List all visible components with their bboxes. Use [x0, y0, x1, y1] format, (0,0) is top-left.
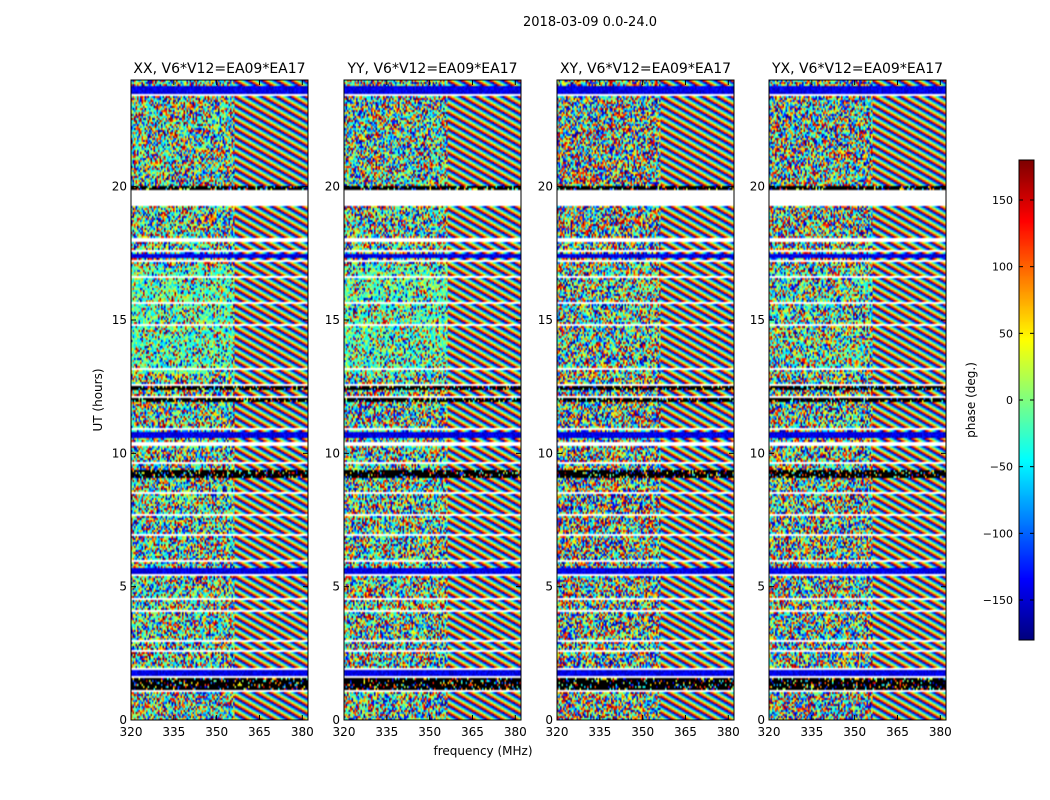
x-tick-label: 335 [588, 725, 611, 739]
panel-title: YX, V6*V12=EA09*EA17 [771, 61, 943, 77]
colorbar-label: phase (deg.) [964, 362, 978, 438]
y-tick-label: 5 [757, 580, 765, 594]
x-tick-label: 365 [886, 725, 909, 739]
colorbar-tick-label: −100 [983, 527, 1013, 540]
x-tick-label: 365 [674, 725, 697, 739]
x-tick-label: 320 [758, 725, 781, 739]
phase-waterfall [557, 80, 734, 720]
x-tick-label: 380 [929, 725, 952, 739]
y-axis-label: UT (hours) [91, 368, 105, 431]
y-tick-label: 15 [112, 313, 127, 327]
y-tick-label: 5 [332, 580, 340, 594]
y-tick-label: 5 [119, 580, 127, 594]
y-tick-label: 15 [538, 313, 553, 327]
panel-1: YY, V6*V12=EA09*EA17 320 335 350 365 380 0 5 10 1… [325, 61, 527, 739]
y-tick-label: 0 [119, 713, 127, 727]
x-tick-label: 365 [248, 725, 271, 739]
phase-waterfall [344, 80, 521, 720]
x-tick-label: 350 [843, 725, 866, 739]
y-tick-label: 20 [325, 180, 340, 194]
colorbar: 150 100 50 0 −50 −100 −150 phase (deg.) [964, 159, 1035, 641]
panel-2: XY, V6*V12=EA09*EA17 320 335 350 365 380 0 5 10 1… [538, 61, 740, 739]
y-tick-label: 0 [545, 713, 553, 727]
panel-title: YY, V6*V12=EA09*EA17 [346, 61, 517, 77]
x-tick-label: 335 [800, 725, 823, 739]
y-tick-label: 15 [750, 313, 765, 327]
colorbar-tick-label: 50 [999, 327, 1013, 340]
y-tick-label: 5 [545, 580, 553, 594]
colorbar-tick-label: −150 [983, 594, 1013, 607]
panel-title: XY, V6*V12=EA09*EA17 [560, 61, 731, 77]
x-tick-label: 380 [504, 725, 527, 739]
x-tick-label: 320 [333, 725, 356, 739]
colorbar-tick-label: 150 [992, 194, 1013, 207]
colorbar-gradient [1019, 160, 1034, 640]
figure-title: 2018-03-09 0.0-24.0 [523, 15, 657, 30]
x-tick-label: 380 [717, 725, 740, 739]
y-tick-label: 10 [750, 446, 765, 460]
x-tick-label: 365 [461, 725, 484, 739]
y-tick-label: 10 [325, 446, 340, 460]
panel-frame [768, 79, 947, 721]
panel-frame [343, 79, 522, 721]
panel-frame [130, 79, 309, 721]
x-tick-label: 350 [418, 725, 441, 739]
x-tick-label: 320 [120, 725, 143, 739]
x-tick-label: 335 [375, 725, 398, 739]
y-tick-label: 0 [332, 713, 340, 727]
colorbar-tick-label: −50 [990, 461, 1013, 474]
colorbar-tick-label: 100 [992, 261, 1013, 274]
y-tick-label: 10 [538, 446, 553, 460]
y-tick-label: 0 [757, 713, 765, 727]
y-tick-label: 20 [112, 180, 127, 194]
y-tick-label: 20 [750, 180, 765, 194]
panel-frame [556, 79, 735, 721]
x-tick-label: 380 [291, 725, 314, 739]
panel-title: XX, V6*V12=EA09*EA17 [133, 61, 305, 77]
panels-group: XX, V6*V12=EA09*EA17 320 335 350 365 380 0 5 10 1… [112, 61, 952, 739]
panel-3: YX, V6*V12=EA09*EA17 320 335 350 365 380 0 5 10 1… [750, 61, 952, 739]
panel-0: XX, V6*V12=EA09*EA17 320 335 350 365 380 0 5 10 1… [112, 61, 314, 739]
x-tick-label: 335 [162, 725, 185, 739]
phase-waterfall [131, 80, 308, 720]
phase-waterfall [769, 80, 946, 720]
colorbar-tick-label: 0 [1006, 394, 1013, 407]
x-tick-label: 350 [205, 725, 228, 739]
x-tick-label: 350 [631, 725, 654, 739]
y-tick-label: 10 [112, 446, 127, 460]
x-axis-label: frequency (MHz) [433, 744, 532, 758]
x-tick-label: 320 [546, 725, 569, 739]
y-tick-label: 20 [538, 180, 553, 194]
y-tick-label: 15 [325, 313, 340, 327]
